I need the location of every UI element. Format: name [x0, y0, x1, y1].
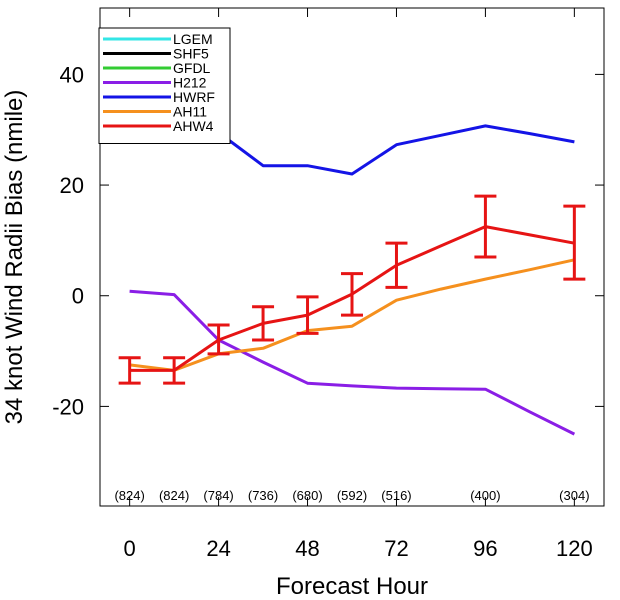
y-axis-title: 34 knot Wind Radii Bias (nmile): [1, 90, 28, 425]
y-tick-label: 20: [60, 173, 84, 198]
legend-label-lgem: LGEM: [173, 31, 213, 47]
legend-label-hwrf: HWRF: [173, 89, 215, 105]
sample-count-label: (304): [559, 488, 589, 503]
x-tick-label: 72: [384, 536, 408, 561]
legend-label-ah11: AH11: [173, 104, 207, 120]
sample-count-label: (516): [381, 488, 411, 503]
sample-counts: (824) (824) (784) (736) (680) (592) (516) (400)…: [114, 488, 589, 503]
sample-count-label: (824): [114, 488, 144, 503]
error-bars: [118, 194, 586, 385]
series-line-h212: [129, 289, 576, 436]
x-tick-label: 96: [473, 536, 497, 561]
y-tick-label: 0: [72, 284, 84, 309]
sample-count-label: (400): [470, 488, 500, 503]
sample-count-label: (680): [292, 488, 322, 503]
x-axis-title: Forecast Hour: [276, 573, 428, 600]
legend-label-gfdl: GFDL: [173, 60, 211, 76]
sample-count-label: (736): [248, 488, 278, 503]
series-line-ah11: [129, 258, 575, 372]
legend-label-ahw4: AHW4: [173, 118, 214, 134]
x-tick-label: 0: [124, 536, 136, 561]
plot-frame: [99, 7, 605, 507]
legend-label-h212: H212: [173, 75, 207, 91]
sample-count-label: (824): [159, 488, 189, 503]
x-tick-label: 24: [206, 536, 230, 561]
legend-box: [98, 27, 231, 144]
y-tick-label: 40: [60, 62, 84, 87]
legend-label-shf5: SHF5: [173, 46, 209, 62]
axis-ticks: 0 24 48 72 96 120 -20 0 20 40: [52, 8, 604, 561]
sample-count-label: (592): [337, 488, 367, 503]
x-tick-label: 120: [556, 536, 593, 561]
y-tick-label: -20: [52, 394, 84, 419]
x-tick-label: 48: [295, 536, 319, 561]
sample-count-label: (784): [203, 488, 233, 503]
